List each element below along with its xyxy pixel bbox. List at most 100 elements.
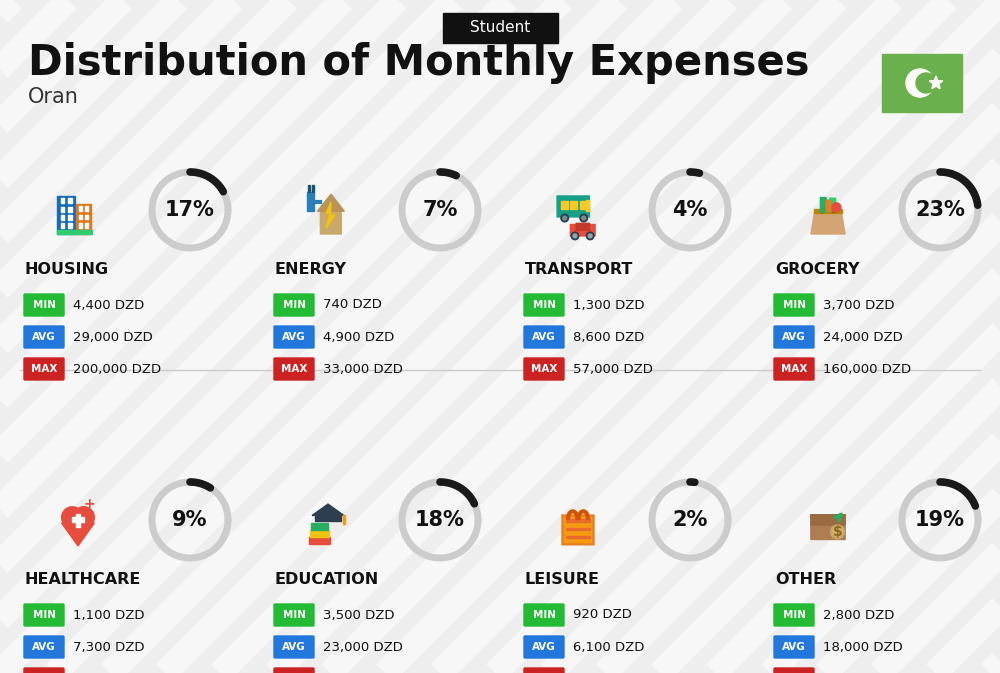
Circle shape xyxy=(571,232,579,240)
FancyBboxPatch shape xyxy=(274,604,314,626)
Text: 23,000 DZD: 23,000 DZD xyxy=(323,641,403,653)
Text: AVG: AVG xyxy=(532,642,556,652)
Text: ENERGY: ENERGY xyxy=(275,262,347,277)
FancyBboxPatch shape xyxy=(309,537,330,544)
FancyBboxPatch shape xyxy=(85,223,88,227)
Text: MIN: MIN xyxy=(782,300,806,310)
Text: 17%: 17% xyxy=(165,200,215,220)
Polygon shape xyxy=(62,523,94,546)
Text: AVG: AVG xyxy=(782,332,806,342)
FancyBboxPatch shape xyxy=(774,604,814,626)
FancyBboxPatch shape xyxy=(307,192,314,211)
Circle shape xyxy=(916,73,936,93)
Text: LEISURE: LEISURE xyxy=(525,573,600,588)
FancyBboxPatch shape xyxy=(576,223,589,230)
Text: 2%: 2% xyxy=(672,510,708,530)
FancyBboxPatch shape xyxy=(561,201,568,209)
FancyBboxPatch shape xyxy=(557,196,589,217)
FancyBboxPatch shape xyxy=(85,215,88,219)
FancyBboxPatch shape xyxy=(524,358,564,380)
Text: 9%: 9% xyxy=(172,510,208,530)
Text: 2,800 DZD: 2,800 DZD xyxy=(823,608,894,621)
FancyBboxPatch shape xyxy=(310,530,329,537)
Polygon shape xyxy=(326,202,335,228)
Text: MIN: MIN xyxy=(32,300,56,310)
Text: 1,100 DZD: 1,100 DZD xyxy=(73,608,144,621)
Text: AVG: AVG xyxy=(782,642,806,652)
Text: 57,000 DZD: 57,000 DZD xyxy=(573,363,653,376)
FancyBboxPatch shape xyxy=(524,636,564,658)
FancyBboxPatch shape xyxy=(79,215,82,219)
Text: 7%: 7% xyxy=(422,200,458,220)
FancyBboxPatch shape xyxy=(774,636,814,658)
Text: MAX: MAX xyxy=(781,364,807,374)
Text: 19%: 19% xyxy=(915,510,965,530)
Text: MIN: MIN xyxy=(532,610,556,620)
Text: 18%: 18% xyxy=(415,510,465,530)
FancyBboxPatch shape xyxy=(820,197,826,212)
FancyBboxPatch shape xyxy=(72,518,84,522)
Circle shape xyxy=(588,234,592,238)
Text: 160,000 DZD: 160,000 DZD xyxy=(823,363,911,376)
Text: HOUSING: HOUSING xyxy=(25,262,109,277)
Text: 7,300 DZD: 7,300 DZD xyxy=(73,641,144,653)
FancyBboxPatch shape xyxy=(68,207,72,211)
Text: 24,000 DZD: 24,000 DZD xyxy=(823,330,903,343)
Circle shape xyxy=(586,232,594,240)
Text: 29,000 DZD: 29,000 DZD xyxy=(73,330,153,343)
FancyBboxPatch shape xyxy=(524,668,564,673)
Text: 33,000 DZD: 33,000 DZD xyxy=(323,363,403,376)
FancyBboxPatch shape xyxy=(524,326,564,348)
FancyBboxPatch shape xyxy=(76,205,91,234)
FancyBboxPatch shape xyxy=(774,294,814,316)
FancyBboxPatch shape xyxy=(580,201,587,209)
FancyBboxPatch shape xyxy=(811,515,845,540)
Text: HEALTHCARE: HEALTHCARE xyxy=(25,573,141,588)
Text: MIN: MIN xyxy=(283,300,306,310)
FancyBboxPatch shape xyxy=(570,225,595,236)
FancyBboxPatch shape xyxy=(76,513,80,527)
Text: 4,900 DZD: 4,900 DZD xyxy=(323,330,394,343)
FancyBboxPatch shape xyxy=(882,54,962,112)
FancyBboxPatch shape xyxy=(79,206,82,211)
FancyBboxPatch shape xyxy=(826,201,831,211)
Text: $: $ xyxy=(833,525,842,539)
Circle shape xyxy=(582,216,586,220)
FancyBboxPatch shape xyxy=(774,668,814,673)
Text: Oran: Oran xyxy=(28,87,79,107)
Text: Student: Student xyxy=(470,20,530,36)
FancyBboxPatch shape xyxy=(24,358,64,380)
FancyBboxPatch shape xyxy=(274,636,314,658)
FancyBboxPatch shape xyxy=(24,604,64,626)
Text: MIN: MIN xyxy=(532,300,556,310)
Polygon shape xyxy=(317,194,344,211)
FancyBboxPatch shape xyxy=(57,230,92,234)
FancyBboxPatch shape xyxy=(61,223,64,228)
Circle shape xyxy=(906,69,934,97)
Text: MIN: MIN xyxy=(32,610,56,620)
Text: 920 DZD: 920 DZD xyxy=(573,608,632,621)
FancyBboxPatch shape xyxy=(774,326,814,348)
Text: 200,000 DZD: 200,000 DZD xyxy=(73,363,161,376)
Text: 4,400 DZD: 4,400 DZD xyxy=(73,299,144,312)
Text: 3,700 DZD: 3,700 DZD xyxy=(823,299,895,312)
Text: 4%: 4% xyxy=(672,200,708,220)
FancyBboxPatch shape xyxy=(566,520,590,522)
Text: +: + xyxy=(84,497,95,511)
Circle shape xyxy=(833,527,842,536)
FancyBboxPatch shape xyxy=(68,215,72,220)
Circle shape xyxy=(832,203,841,212)
FancyBboxPatch shape xyxy=(274,294,314,316)
Text: 23%: 23% xyxy=(915,200,965,220)
Text: AVG: AVG xyxy=(532,332,556,342)
Text: AVG: AVG xyxy=(32,332,56,342)
Polygon shape xyxy=(320,198,341,234)
FancyBboxPatch shape xyxy=(24,668,64,673)
FancyBboxPatch shape xyxy=(811,515,845,525)
FancyBboxPatch shape xyxy=(274,326,314,348)
FancyBboxPatch shape xyxy=(830,199,836,211)
Circle shape xyxy=(573,234,577,238)
Text: 3,500 DZD: 3,500 DZD xyxy=(323,608,394,621)
FancyBboxPatch shape xyxy=(564,518,592,542)
Text: OTHER: OTHER xyxy=(775,573,836,588)
